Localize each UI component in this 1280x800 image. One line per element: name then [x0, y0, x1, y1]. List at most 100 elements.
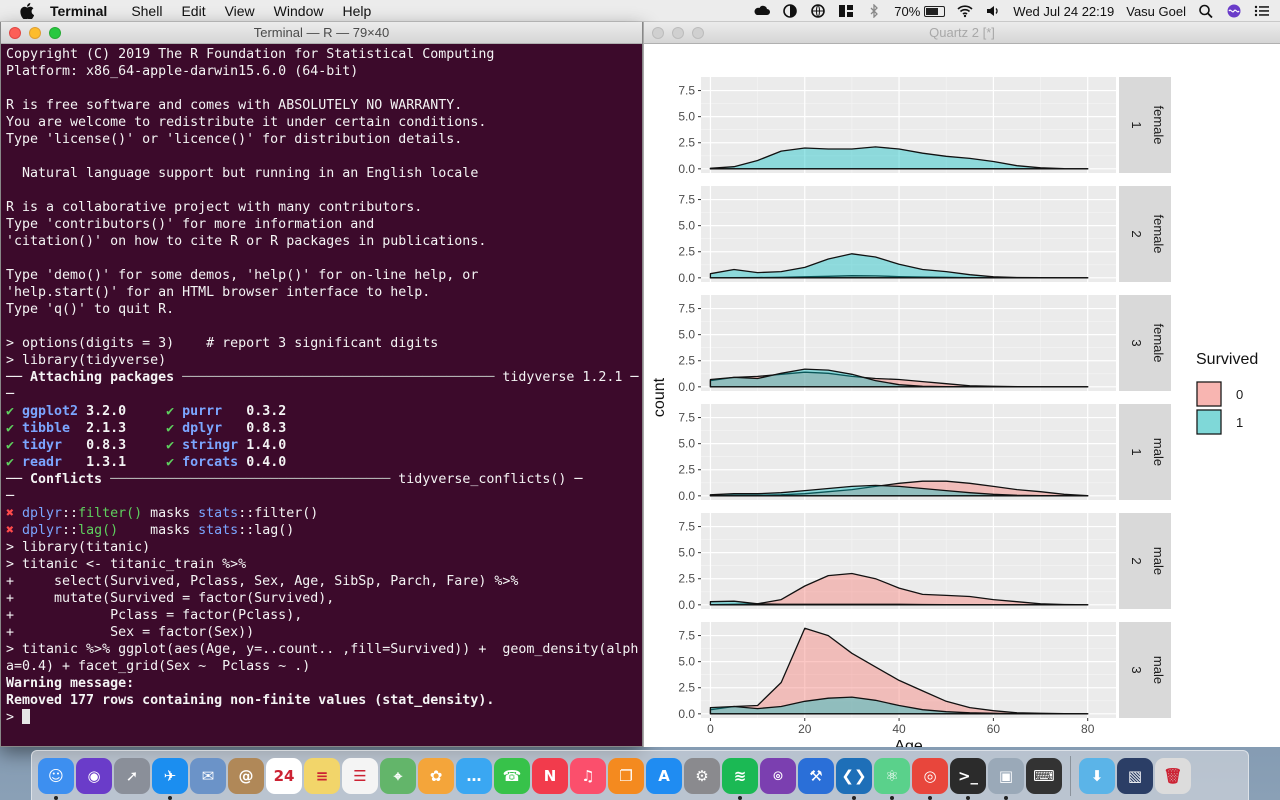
- contacts-icon[interactable]: @: [228, 757, 264, 794]
- terminal-text: ::: [62, 523, 79, 538]
- dock-glyph: ✉: [201, 766, 215, 785]
- density-area-survived-1: [709, 696, 1089, 715]
- music-icon[interactable]: ♫: [570, 757, 606, 794]
- atom-icon[interactable]: ⚛: [874, 757, 910, 800]
- terminal-text: dplyr: [22, 506, 63, 521]
- terminal-line: Type 'q()' to quit R.: [6, 301, 642, 318]
- facet-strip: [1119, 186, 1171, 282]
- cloud-app-icon[interactable]: [754, 4, 771, 18]
- finder-icon[interactable]: ☺: [38, 757, 74, 800]
- terminal-text: stringr: [182, 438, 239, 453]
- reminders-icon[interactable]: ☰: [342, 757, 378, 794]
- system-preferences-icon[interactable]: ⚙: [684, 757, 720, 794]
- terminal-text: ✔: [6, 421, 23, 436]
- menu-view[interactable]: View: [224, 2, 255, 19]
- siri-menu-icon[interactable]: [1226, 4, 1242, 18]
- terminal-line: > titanic %>% ggplot(aes(Age, y=..count.…: [6, 641, 642, 658]
- quartz-titlebar[interactable]: Quartz 2 [*]: [644, 22, 1280, 44]
- terminal-line: Removed 177 rows containing non-finite v…: [6, 692, 642, 709]
- terminal-text: ::: [62, 506, 79, 521]
- facet-label-sex: female: [1151, 323, 1166, 362]
- trash-icon[interactable]: 🗑: [1155, 757, 1191, 794]
- chrome-icon[interactable]: ◎: [912, 757, 948, 800]
- app-store-icon[interactable]: A: [646, 757, 682, 794]
- zoom-window-button[interactable]: [692, 27, 704, 39]
- volume-icon[interactable]: [985, 4, 1001, 18]
- terminal-line: + mutate(Survived = factor(Survived),: [6, 590, 642, 607]
- terminal-text: tidyr: [22, 438, 79, 453]
- terminal-icon[interactable]: >_: [950, 757, 986, 800]
- facet-strip: [1119, 513, 1171, 609]
- mail-icon[interactable]: ✉: [190, 757, 226, 794]
- siri-icon[interactable]: ◉: [76, 757, 112, 794]
- dock-glyph: ⚙: [695, 766, 709, 785]
- news-icon[interactable]: N: [532, 757, 568, 794]
- y-tick-label: 7.5: [678, 84, 695, 98]
- terminal-line: [6, 148, 642, 165]
- safari-icon[interactable]: ✈: [152, 757, 188, 800]
- terminal-line: + Sex = factor(Sex)): [6, 624, 642, 641]
- downloads-folder-icon[interactable]: ⬇: [1079, 757, 1115, 794]
- terminal-line: R is a collaborative project with many c…: [6, 199, 642, 216]
- facetime-icon[interactable]: ☎: [494, 757, 530, 794]
- terminal-text: dplyr: [182, 421, 239, 436]
- facet-label-pclass: 1: [1129, 448, 1144, 455]
- window-manager-icon[interactable]: [838, 4, 854, 18]
- terminal-text: 3.2.0: [78, 404, 167, 419]
- terminal-text: ::lag(): [238, 523, 295, 538]
- minimize-window-button[interactable]: [29, 27, 41, 39]
- zoom-window-button[interactable]: [49, 27, 61, 39]
- bluetooth-icon[interactable]: [866, 4, 882, 18]
- terminal-text: ───────────────────────────────────────: [182, 370, 495, 385]
- spotify-icon[interactable]: ≋: [722, 757, 758, 800]
- terminal-text: filter(): [78, 506, 143, 521]
- apple-menu-icon[interactable]: [20, 2, 34, 19]
- photos-icon[interactable]: ✿: [418, 757, 454, 794]
- menu-shell[interactable]: Shell: [131, 2, 163, 19]
- terminal-text: ✖: [6, 523, 23, 538]
- desktop-icon[interactable]: ▧: [1117, 757, 1153, 794]
- close-window-button[interactable]: [9, 27, 21, 39]
- vscode-icon[interactable]: ❮❯: [836, 757, 872, 800]
- user-name[interactable]: Vasu Goel: [1126, 3, 1186, 19]
- terminal-text: R is free software and comes with ABSOLU…: [6, 98, 463, 113]
- spotlight-search-icon[interactable]: [1198, 4, 1214, 18]
- console-icon[interactable]: ⌨: [1026, 757, 1062, 794]
- terminal-line: ─: [6, 488, 642, 505]
- contrast-icon[interactable]: [782, 4, 798, 18]
- terminal-line: ─: [6, 386, 642, 403]
- launchpad-icon[interactable]: ➚: [114, 757, 150, 794]
- y-tick-label: 0.0: [678, 598, 695, 612]
- facet-label-sex: male: [1151, 547, 1166, 575]
- terminal-content[interactable]: Copyright (C) 2019 The R Foundation for …: [1, 44, 642, 747]
- x-tick-label: 0: [707, 722, 714, 736]
- dock-glyph: @: [238, 766, 254, 785]
- xcode-icon[interactable]: ⚒: [798, 757, 834, 794]
- github-icon[interactable]: ⌾: [760, 757, 796, 794]
- terminal-text: ✔: [166, 455, 183, 470]
- clock[interactable]: Wed Jul 24 22:19: [1013, 3, 1115, 19]
- dock-glyph: ⌖: [393, 766, 403, 785]
- battery-indicator[interactable]: 70%: [894, 4, 946, 19]
- notification-center-icon[interactable]: [1254, 4, 1270, 18]
- globe-app-icon[interactable]: [810, 4, 826, 18]
- messages-icon[interactable]: …: [456, 757, 492, 794]
- dock-glyph: A: [658, 766, 670, 785]
- close-window-button[interactable]: [652, 27, 664, 39]
- minimize-window-button[interactable]: [672, 27, 684, 39]
- menu-app-name[interactable]: Terminal: [50, 2, 108, 19]
- books-icon[interactable]: ❐: [608, 757, 644, 794]
- menu-help[interactable]: Help: [342, 2, 372, 19]
- quartz-title: Quartz 2 [*]: [929, 25, 995, 40]
- density-area-survived-1: [709, 484, 1089, 497]
- battery-icon: [924, 5, 946, 17]
- terminal-text: tibble: [22, 421, 79, 436]
- menu-edit[interactable]: Edit: [181, 2, 206, 19]
- wifi-icon[interactable]: [957, 4, 973, 18]
- preview-icon[interactable]: ▣: [988, 757, 1024, 800]
- maps-icon[interactable]: ⌖: [380, 757, 416, 794]
- calendar-icon[interactable]: 24: [266, 757, 302, 794]
- notes-icon[interactable]: ≡: [304, 757, 340, 794]
- menu-window[interactable]: Window: [273, 2, 324, 19]
- terminal-titlebar[interactable]: Terminal — R — 79×40: [1, 22, 642, 44]
